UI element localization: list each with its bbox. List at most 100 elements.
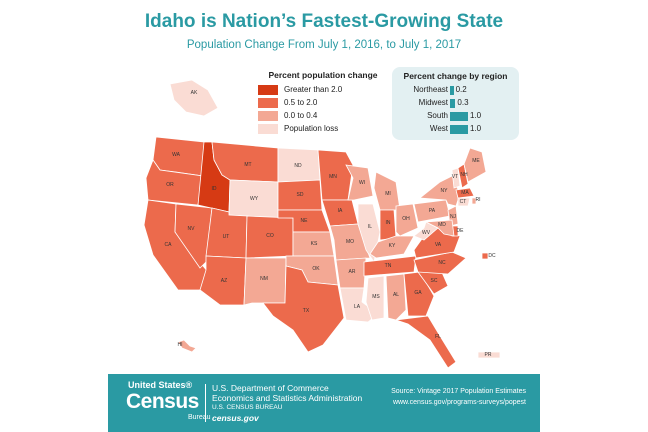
state-label-ks: KS xyxy=(311,241,318,247)
state-ri xyxy=(471,197,477,205)
region-row-northeast: Northeast 0.2 xyxy=(392,85,519,96)
region-value: 1.0 xyxy=(470,111,482,120)
state-tx xyxy=(262,265,345,353)
state-ct xyxy=(457,197,471,207)
census-logo[interactable]: Census xyxy=(126,390,199,413)
department-info: U.S. Department of Commerce Economics an… xyxy=(212,383,362,423)
state-label-ne: NE xyxy=(301,218,309,224)
state-label-ct: CT xyxy=(460,199,467,205)
state-label-in: IN xyxy=(386,220,391,226)
region-value: 1.0 xyxy=(470,124,482,133)
state-ut xyxy=(205,207,248,259)
region-bar xyxy=(450,125,468,134)
census-site-link[interactable]: census.gov xyxy=(212,413,259,423)
state-label-sd: SD xyxy=(297,192,304,198)
state-label-mi: MI xyxy=(385,191,391,197)
state-label-nj: NJ xyxy=(450,214,457,220)
state-label-al: AL xyxy=(393,292,399,298)
us-map: WA OR CA NV ID MT WY UT AZ CO NM ND SD NE KS OK TX MN IA MO… xyxy=(143,79,501,369)
census-logo-bureau: Bureau xyxy=(188,414,211,421)
color-legend: Percent population change Greater than 2… xyxy=(258,70,388,136)
state-label-vt: VT xyxy=(452,174,458,180)
legend-item: Population loss xyxy=(258,123,388,134)
state-label-la: LA xyxy=(354,304,361,310)
dept-line-3: U.S. CENSUS BUREAU xyxy=(212,404,283,411)
page-subtitle: Population Change From July 1, 2016, to … xyxy=(186,39,462,51)
region-row-west: West 1.0 xyxy=(392,124,519,135)
legend-swatch-0-to-0-4 xyxy=(258,110,278,121)
state-ms xyxy=(365,275,385,321)
region-bar xyxy=(450,112,468,121)
state-label-ma: MA xyxy=(461,190,469,196)
state-label-mt: MT xyxy=(244,162,251,168)
state-label-co: CO xyxy=(266,233,274,239)
legend-label: 0.5 to 2.0 xyxy=(284,98,318,107)
state-label-ak: AK xyxy=(191,90,198,96)
state-label-wv: WV xyxy=(422,230,431,236)
state-md xyxy=(424,219,455,237)
state-label-nd: ND xyxy=(294,163,302,169)
source-line-1: Source: Vintage 2017 Population Estimate… xyxy=(391,388,526,395)
state-label-fl: FL xyxy=(435,334,441,340)
state-label-ok: OK xyxy=(312,266,320,272)
region-name: Northeast xyxy=(413,85,448,94)
footer-divider xyxy=(205,384,206,422)
state-me xyxy=(463,147,487,183)
legend-label: Population loss xyxy=(284,124,339,133)
dept-line-2: Economics and Statistics Administration xyxy=(212,393,363,403)
state-nh xyxy=(457,163,469,189)
legend-item: 0.0 to 0.4 xyxy=(258,110,388,121)
state-label-hi: HI xyxy=(178,342,183,348)
state-dc xyxy=(481,252,489,260)
state-label-ga: GA xyxy=(414,290,422,296)
state-label-nm: NM xyxy=(260,276,268,282)
region-bar xyxy=(450,86,454,95)
state-al xyxy=(385,273,407,321)
legend-label: Greater than 2.0 xyxy=(284,85,343,94)
region-value: 0.2 xyxy=(455,85,467,94)
census-logo-top: United States® xyxy=(128,380,193,390)
state-label-me: ME xyxy=(472,158,480,164)
legend-swatch-0-5-to-2 xyxy=(258,97,278,108)
state-label-ia: IA xyxy=(338,208,343,214)
state-label-nc: NC xyxy=(438,260,446,266)
state-ga xyxy=(403,271,435,317)
state-label-oh: OH xyxy=(402,216,410,222)
state-oh xyxy=(395,203,419,237)
state-label-il: IL xyxy=(368,224,372,230)
state-label-az: AZ xyxy=(221,278,227,284)
state-label-mn: MN xyxy=(329,174,337,180)
state-label-ny: NY xyxy=(441,188,449,194)
state-vt xyxy=(451,167,461,189)
legend-item: Greater than 2.0 xyxy=(258,84,388,95)
state-label-ca: CA xyxy=(165,242,173,248)
region-bar xyxy=(450,99,456,108)
state-label-ri: RI xyxy=(476,197,481,203)
state-wi xyxy=(345,164,374,201)
state-hi xyxy=(177,339,197,353)
region-box-title: Percent change by region xyxy=(403,71,508,81)
footer-bar: United States® Census Bureau U.S. Depart… xyxy=(108,374,540,432)
state-ma xyxy=(455,187,475,199)
state-label-tx: TX xyxy=(303,308,310,314)
region-row-midwest: Midwest 0.3 xyxy=(392,98,519,109)
legend-swatch-greater-than-2 xyxy=(258,84,278,95)
state-label-va: VA xyxy=(435,242,442,248)
state-label-pa: PA xyxy=(429,208,436,214)
region-value: 0.3 xyxy=(457,98,469,107)
source-url-link[interactable]: www.census.gov/programs-surveys/popest xyxy=(392,399,526,406)
region-name: West xyxy=(429,124,448,133)
state-label-ar: AR xyxy=(349,269,356,275)
legend-title: Percent population change xyxy=(268,70,378,80)
state-fl xyxy=(395,315,457,369)
state-mn xyxy=(317,149,354,201)
state-label-ms: MS xyxy=(372,294,380,300)
state-label-wa: WA xyxy=(172,152,181,158)
dept-line-1: U.S. Department of Commerce xyxy=(212,383,329,393)
legend-item: 0.5 to 2.0 xyxy=(258,97,388,108)
state-label-tn: TN xyxy=(385,263,392,269)
state-label-sc: SC xyxy=(431,278,438,284)
state-label-id: ID xyxy=(212,186,217,192)
state-label-mo: MO xyxy=(346,239,354,245)
legend-swatch-population-loss xyxy=(258,123,278,134)
